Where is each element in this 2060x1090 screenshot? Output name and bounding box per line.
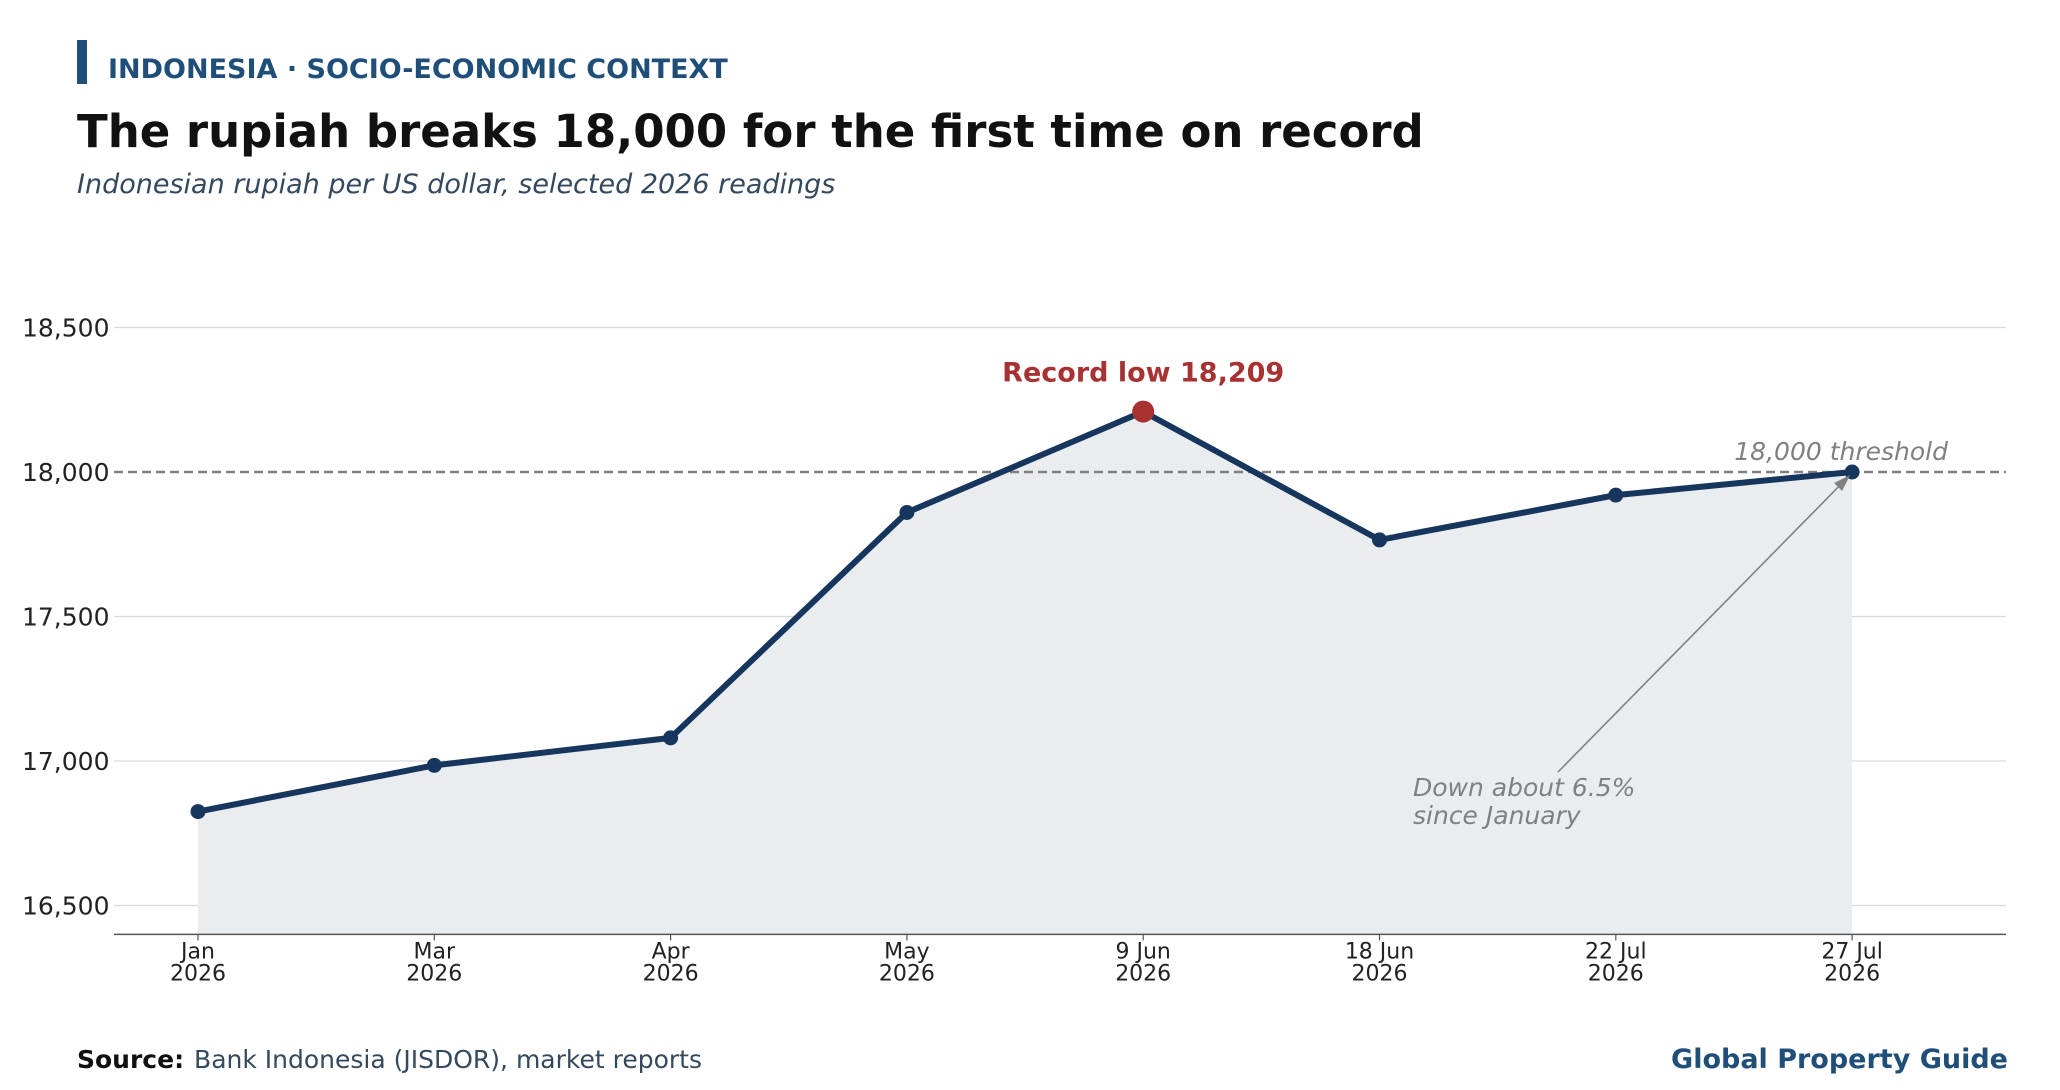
x-tick-label-line1: Mar bbox=[414, 939, 456, 964]
brand-name: Global Property Guide bbox=[1671, 1044, 2008, 1075]
data-point bbox=[426, 757, 442, 773]
source-label: Source: bbox=[77, 1045, 184, 1074]
kicker: INDONESIA · SOCIO-ECONOMIC CONTEXT bbox=[108, 54, 728, 85]
data-point bbox=[190, 804, 206, 820]
x-tick-label-line1: May bbox=[884, 939, 929, 964]
x-tick-label-line1: 18 Jun bbox=[1345, 939, 1414, 964]
y-axis-ticks: 16,500 17,000 17,500 18,000 18,500 bbox=[22, 314, 109, 921]
threshold-label: 18,000 threshold bbox=[1734, 437, 1948, 466]
source-line: Source: Bank Indonesia (JISDOR), market … bbox=[77, 1045, 702, 1074]
x-tick-label-line2: 2026 bbox=[170, 961, 226, 986]
data-point bbox=[663, 730, 679, 746]
page-title: The rupiah breaks 18,000 for the first t… bbox=[77, 105, 1424, 158]
x-tick-label: 22 Jul 2026 bbox=[1585, 939, 1647, 986]
data-point bbox=[1372, 532, 1387, 548]
annotation-text: since January bbox=[1413, 801, 1582, 830]
y-tick-label: 16,500 bbox=[22, 892, 109, 921]
threshold-layer: 18,000 threshold bbox=[114, 437, 2006, 474]
data-points bbox=[190, 400, 1860, 820]
x-tick-label-line2: 2026 bbox=[1824, 961, 1880, 986]
x-tick-label: 18 Jun 2026 bbox=[1345, 939, 1414, 986]
annotation-text: Down about 6.5% bbox=[1413, 773, 1635, 802]
y-tick-label: 17,000 bbox=[22, 747, 109, 776]
series-line bbox=[195, 408, 1856, 815]
record-label: Record low 18,209 bbox=[1002, 358, 1284, 389]
page-subtitle: Indonesian rupiah per US dollar, selecte… bbox=[77, 169, 835, 200]
x-tick-label-line2: 2026 bbox=[643, 961, 699, 986]
x-tick-label: 9 Jun 2026 bbox=[1115, 939, 1171, 986]
x-tick-label-line1: 27 Jul bbox=[1821, 939, 1883, 964]
x-tick-label-line2: 2026 bbox=[1352, 961, 1408, 986]
record-point bbox=[1132, 400, 1155, 423]
x-tick-label-line2: 2026 bbox=[406, 961, 462, 986]
series-line-layer bbox=[195, 408, 1856, 815]
x-tick-label-line2: 2026 bbox=[879, 961, 935, 986]
x-tick-label: Jan 2026 bbox=[170, 939, 226, 986]
area-fill-layer bbox=[198, 411, 1853, 935]
annotations: Record low 18,209 Down about 6.5%since Ja… bbox=[1002, 358, 1851, 830]
x-tick-label-line1: 9 Jun bbox=[1116, 939, 1171, 964]
data-point bbox=[899, 504, 915, 520]
x-tick-label: Apr 2026 bbox=[643, 939, 699, 986]
annotation-arrowhead bbox=[1834, 475, 1851, 491]
y-tick-label: 18,500 bbox=[22, 314, 109, 343]
x-tick-label: Mar 2026 bbox=[406, 939, 462, 986]
kicker-accent-bar bbox=[77, 40, 87, 84]
x-tick-label: 27 Jul 2026 bbox=[1821, 939, 1883, 986]
x-tick-label: May 2026 bbox=[879, 939, 935, 986]
y-tick-label: 18,000 bbox=[22, 458, 109, 487]
y-tick-label: 17,500 bbox=[22, 603, 109, 632]
data-point bbox=[1608, 487, 1624, 503]
annotation-arrow bbox=[1557, 476, 1849, 773]
x-tick-label-line2: 2026 bbox=[1588, 961, 1644, 986]
source-text: Bank Indonesia (JISDOR), market reports bbox=[194, 1045, 702, 1074]
area-fill bbox=[198, 411, 1853, 935]
x-tick-label-line1: Apr bbox=[652, 939, 691, 964]
x-tick-label-line2: 2026 bbox=[1115, 961, 1171, 986]
x-tick-label-line1: Jan bbox=[179, 939, 215, 964]
data-point bbox=[1844, 464, 1860, 480]
x-tick-label-line1: 22 Jul bbox=[1585, 939, 1647, 964]
